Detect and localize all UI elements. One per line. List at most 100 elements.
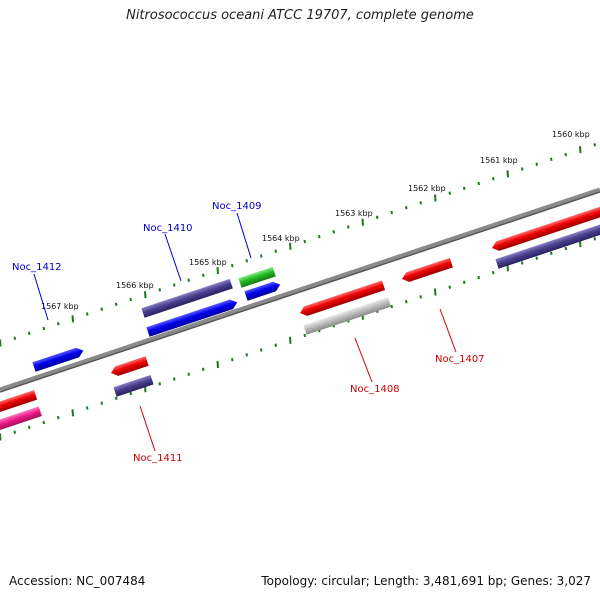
ruler-label-1561: 1561 kbp (480, 156, 518, 165)
genome-backbone-shade (0, 191, 600, 393)
lower-ruler-tick (0, 433, 2, 441)
lower-ruler-tick (187, 372, 190, 376)
gene-green-arrow[interactable] (238, 266, 276, 288)
upper-ruler-tick (57, 322, 60, 326)
upper-ruler-tick (477, 181, 480, 186)
gene-noc1412-arrow[interactable] (32, 346, 84, 372)
lower-ruler-tick (245, 353, 248, 357)
upper-ruler-tick (173, 283, 176, 287)
gene-label-noc1407[interactable]: Noc_1407 (435, 354, 485, 365)
lower-ruler-tick (274, 343, 277, 347)
upper-ruler-ticks (0, 143, 596, 347)
gene-left-red-arrow[interactable] (0, 390, 38, 415)
ruler-label-1566: 1566 kbp (116, 281, 154, 290)
lower-ruler-tick (28, 425, 31, 429)
genome-backbone (0, 187, 600, 393)
gene-noc1407-arrow[interactable] (400, 257, 453, 284)
lower-ruler-tick (100, 401, 103, 405)
upper-ruler-tick (376, 215, 379, 219)
upper-ruler-tick (260, 254, 263, 258)
upper-ruler-tick (13, 336, 16, 340)
gene-right-navy-arrow (495, 221, 600, 269)
lower-ruler-tick (477, 275, 480, 280)
gene-right-red-arrow[interactable] (490, 203, 600, 253)
lower-ruler-tick (405, 300, 408, 304)
lower-ruler-tick (419, 295, 422, 299)
upper-ruler-tick (129, 297, 132, 302)
upper-ruler-tick (231, 264, 234, 268)
gene-label-noc1411[interactable]: Noc_1411 (133, 453, 183, 464)
upper-ruler-tick (71, 315, 74, 323)
gene-label-noc1410[interactable]: Noc_1410 (143, 223, 193, 234)
gene-noc1411-navy-arrow (113, 374, 154, 397)
lower-ruler-tick (448, 285, 451, 289)
upper-ruler-tick (347, 225, 350, 229)
gene-noc1408-arrow[interactable] (298, 280, 386, 317)
lower-ruler-tick (86, 406, 89, 410)
upper-ruler-tick (202, 273, 205, 277)
upper-ruler-tick (535, 162, 538, 166)
upper-ruler-tick (0, 339, 2, 347)
upper-ruler-tick (318, 235, 321, 239)
lower-ruler-tick (115, 396, 118, 400)
lower-ruler-tick (303, 333, 306, 338)
gene-label-noc1412[interactable]: Noc_1412 (12, 262, 62, 273)
gene-label-noc1409[interactable]: Noc_1409 (212, 201, 262, 212)
lower-ruler-tick (521, 261, 524, 265)
ruler-label-1562: 1562 kbp (408, 184, 446, 193)
upper-ruler-tick (245, 259, 248, 263)
genome-info-text: Topology: circular; Length: 3,481,691 bp… (261, 574, 591, 588)
lower-ruler-tick (535, 256, 538, 260)
ruler-label-1560: 1560 kbp (552, 130, 590, 139)
gene-noc1411-arrow[interactable] (109, 356, 149, 377)
upper-ruler-tick (303, 239, 306, 244)
upper-ruler-tick (506, 170, 509, 178)
lower-ruler-tick (390, 304, 393, 309)
upper-ruler-tick (144, 291, 147, 299)
gene-noc1408-gray-arrow (303, 297, 392, 335)
gene-left-pink-arrow (0, 406, 42, 433)
gene-label-noc1408[interactable]: Noc_1408 (350, 384, 400, 395)
accession-text: Accession: NC_007484 (9, 574, 146, 588)
lower-ruler-tick (57, 416, 60, 420)
upper-ruler-tick (332, 230, 335, 234)
lower-ruler-tick (42, 420, 45, 425)
noc1407-leader (439, 308, 457, 353)
upper-ruler-tick (463, 186, 466, 190)
lower-ruler-ticks (0, 237, 596, 441)
noc1408-leader (354, 337, 373, 383)
lower-ruler-tick (463, 280, 466, 284)
lower-ruler-tick (550, 251, 553, 255)
upper-ruler-tick (115, 302, 118, 306)
ruler-label-1565: 1565 kbp (189, 258, 227, 267)
upper-ruler-tick (521, 167, 524, 171)
upper-ruler-tick (564, 152, 567, 157)
upper-ruler-tick (419, 201, 422, 205)
upper-ruler-tick (274, 249, 277, 253)
ruler-label-1567: 1567 kbp (41, 302, 79, 311)
lower-ruler-tick (71, 409, 74, 417)
upper-ruler-tick (100, 307, 103, 311)
upper-ruler-tick (187, 278, 190, 282)
lower-ruler-tick (492, 271, 495, 275)
upper-ruler-tick (158, 288, 161, 292)
upper-ruler-tick (492, 177, 495, 181)
upper-ruler-tick (448, 191, 451, 195)
upper-ruler-tick (593, 143, 596, 147)
lower-ruler-tick (13, 430, 16, 434)
gene-noc1410-arrow[interactable] (146, 298, 238, 337)
upper-ruler-tick (361, 218, 364, 226)
gene-noc1409-arrow[interactable] (244, 280, 281, 301)
ruler-label-1563: 1563 kbp (335, 209, 373, 218)
lower-ruler-tick (158, 382, 161, 386)
noc1409-leader (236, 212, 252, 259)
lower-ruler-tick (434, 288, 437, 296)
map-title: Nitrosococcus oceani ATCC 19707, complet… (126, 8, 474, 23)
ruler-label-1564: 1564 kbp (262, 234, 300, 243)
upper-ruler-tick (434, 194, 437, 202)
upper-ruler-tick (42, 326, 45, 331)
upper-ruler-tick (579, 146, 582, 154)
noc1410-leader (164, 233, 182, 282)
upper-ruler-tick (289, 242, 292, 250)
